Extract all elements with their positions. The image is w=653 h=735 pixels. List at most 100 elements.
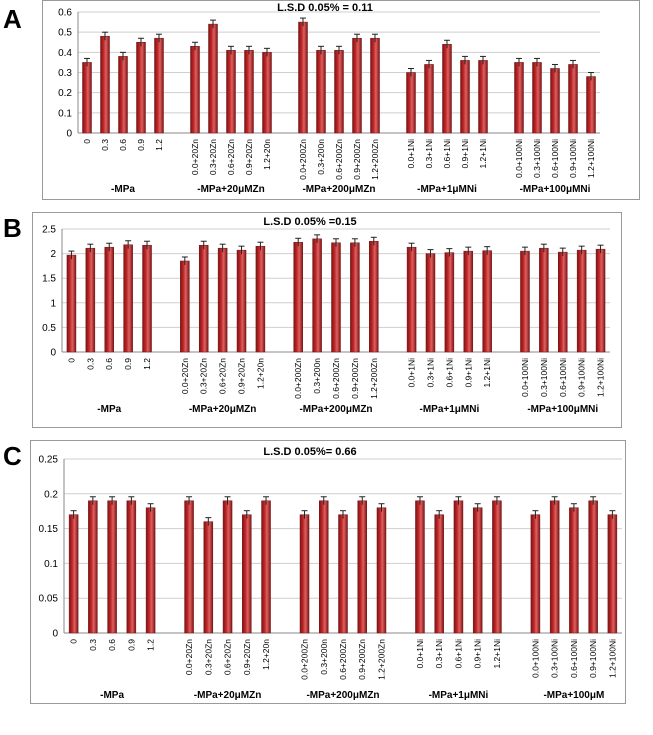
chart-a-xtick-label: 0.6+20Zn: [226, 139, 236, 175]
chart-b-bar: [312, 238, 322, 353]
chart-b-bar: [558, 251, 568, 353]
chart-c-xtick-label: 0.3+20Zn: [203, 639, 213, 675]
chart-a-bar: [514, 62, 524, 134]
chart-a-xtick-label: 0.9: [136, 139, 146, 151]
chart-c-bar: [588, 500, 598, 634]
chart-c-xtick-label: 0.6+20Zn: [223, 639, 233, 675]
chart-c-bar: [472, 507, 483, 634]
chart-b-xtick-label: 0.9+200Zn: [350, 358, 360, 399]
chart-c-bar: [145, 507, 156, 634]
chart-a-ytick-label: 0.1: [58, 108, 72, 119]
chart-a-bar: [298, 21, 308, 134]
chart-a-xtick-label: 0.0+1Ni: [406, 139, 416, 169]
chart-c-xtick-label: 0.9: [126, 639, 136, 651]
chart-a-bar: [406, 72, 416, 134]
chart-b-xtick-label: 0.0+100Ni: [520, 358, 530, 397]
chart-c-ytick-label: 0.2: [44, 489, 58, 500]
chart-c-xtick-label: 0.6: [107, 639, 117, 651]
chart-c-bar: [88, 500, 98, 634]
chart-c-xtick-label: 0.0+20Zn: [184, 639, 194, 675]
chart-b-xtick-label: 0.3: [85, 358, 95, 370]
chart-b-ytick-label: 2.5: [42, 225, 56, 236]
chart-a-bar: [136, 42, 146, 134]
chart-a-bar: [226, 50, 236, 134]
chart-b-group-label: -MPa+20μMZn: [189, 404, 257, 415]
chart-c-xtick-label: 0.0+1Ni: [415, 639, 425, 669]
chart-b-bar: [482, 250, 492, 353]
chart-a-bar: [100, 35, 110, 134]
chart-c-ytick-label: 0.05: [39, 594, 59, 605]
chart-a-xtick-label: 0.9+20Zn: [244, 139, 254, 175]
chart-a-xtick-label: 0.3: [100, 139, 110, 151]
chart-b-xtick-label: 0: [66, 358, 76, 363]
chart-a-xtick-label: 0.0+200Zn: [298, 139, 308, 180]
chart-c-xtick-label: 0.3: [88, 639, 98, 651]
chart-a-bar: [118, 56, 128, 134]
chart-a-bar: [316, 50, 326, 134]
chart-a-ytick-label: 0: [66, 129, 72, 140]
chart-b-bar: [350, 242, 360, 353]
chart-b-xtick-label: 0.9+20Zn: [237, 358, 247, 394]
chart-a-xtick-label: 0: [82, 139, 92, 144]
chart-b-xtick-label: 0.0+200Zn: [293, 358, 303, 399]
chart-a-bar: [424, 64, 434, 134]
chart-a-group-label: -MPa+100μMNi: [520, 184, 591, 195]
chart-c-ytick-label: 0.1: [44, 559, 58, 570]
chart-a-xtick-label: 1.2: [154, 139, 164, 151]
chart-c-bar: [68, 514, 79, 634]
chart-a-xtick-label: 0.3+20Zn: [208, 139, 218, 175]
chart-c-group-label: -MPa+100μM: [543, 690, 604, 701]
chart-a-bar: [244, 50, 254, 134]
chart-a-bar: [352, 37, 362, 134]
chart-a-bar: [568, 64, 578, 134]
chart-a-xtick-label: 0.9+100Ni: [568, 139, 578, 178]
chart-c-bar: [184, 500, 194, 634]
chart-c-ytick-label: 0: [52, 629, 58, 640]
chart-b-xtick-label: 1.2+200Zn: [369, 358, 379, 399]
chart-b-bar: [142, 244, 152, 353]
chart-b-xtick-label: 0.3+20Zn: [199, 358, 209, 394]
chart-a-bar: [478, 60, 488, 134]
chart-c-bar: [242, 514, 252, 634]
chart-c-bar: [107, 500, 117, 634]
chart-c-xtick-label: 1.2+100Ni: [607, 639, 617, 678]
chart-a-bar: [460, 60, 470, 134]
chart-b-xtick-label: 0.3+200n: [312, 358, 322, 394]
chart-c-xtick-label: 0.0+200Zn: [300, 639, 310, 680]
chart-b-xtick-label: 0.0+1Ni: [407, 358, 417, 388]
chart-a-xtick-label: 0.3+200n: [316, 139, 326, 175]
chart-a-xtick-label: 0.3+100Ni: [532, 139, 542, 178]
chart-b-xtick-label: 1.2+100Ni: [596, 358, 606, 397]
chart-a-xtick-label: 1.2+20n: [262, 139, 272, 170]
chart-b-bar: [369, 241, 379, 353]
chart-a-bar: [442, 44, 452, 134]
chart-b-lsd-label: L.S.D 0.05% =0.15: [263, 216, 356, 228]
chart-c-xtick-label: 0.9+1Ni: [473, 639, 483, 669]
chart-c-bar: [453, 500, 464, 634]
chart-b-group-label: -MPa+1μMNi: [420, 404, 480, 415]
chart-c-group-label: -MPa+20μMZn: [194, 690, 262, 701]
chart-b-group-label: -MPa+200μMZn: [299, 404, 372, 415]
chart-b-bar: [123, 244, 133, 353]
chart-b-bar: [576, 249, 587, 353]
chart-a-ytick-label: 0.6: [58, 8, 72, 19]
chart-a-xtick-label: 0.9+1Ni: [460, 139, 470, 169]
chart-a-ytick-label: 0.5: [58, 28, 72, 39]
chart-c-bar: [549, 500, 560, 634]
chart-a-bar: [154, 37, 164, 134]
chart-c-bar: [434, 514, 444, 634]
chart-b-bar: [198, 244, 209, 353]
chart-a-xtick-label: 1.2+100Ni: [586, 139, 596, 178]
chart-a-group-label: -MPa+1μMNi: [417, 184, 477, 195]
chart-b-ytick-label: 0.5: [42, 323, 56, 334]
chart-b-xtick-label: 0.6+200Zn: [331, 358, 341, 399]
chart-a-xtick-label: 0.9+200Zn: [352, 139, 362, 180]
chart-c-xtick-label: 0: [69, 639, 79, 644]
chart-c-bar: [203, 521, 214, 634]
chart-b-xtick-label: 0.6+1Ni: [444, 358, 454, 388]
chart-a-bar: [334, 50, 344, 134]
chart-a-xtick-label: 0.6+200Zn: [334, 139, 344, 180]
chart-b-xtick-label: 0.9+100Ni: [577, 358, 587, 397]
chart-a-ytick-label: 0.3: [58, 68, 72, 79]
